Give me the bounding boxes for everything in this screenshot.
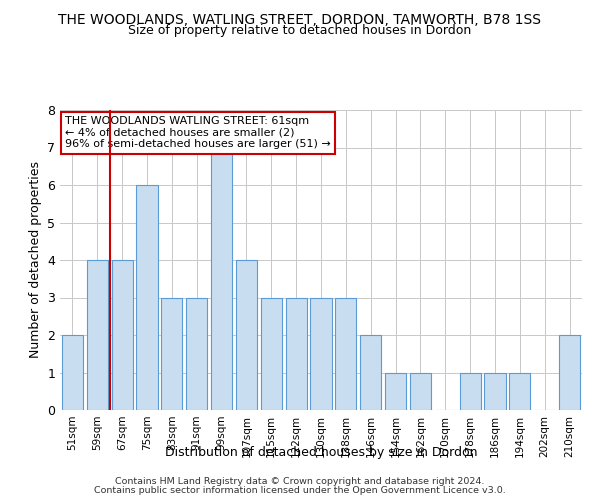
Bar (484, 372, 506, 410)
Bar (460, 372, 481, 410)
Bar (62, 335, 83, 410)
Text: Size of property relative to detached houses in Dordon: Size of property relative to detached ho… (128, 24, 472, 37)
Bar (559, 335, 580, 410)
Bar (360, 335, 381, 410)
Bar (236, 260, 257, 410)
Text: Distribution of detached houses by size in Dordon: Distribution of detached houses by size … (165, 446, 477, 459)
Bar (385, 372, 406, 410)
Y-axis label: Number of detached properties: Number of detached properties (29, 162, 41, 358)
Bar (286, 298, 307, 410)
Bar (161, 298, 182, 410)
Bar (335, 298, 356, 410)
Text: THE WOODLANDS WATLING STREET: 61sqm
← 4% of detached houses are smaller (2)
96% : THE WOODLANDS WATLING STREET: 61sqm ← 4%… (65, 116, 331, 149)
Bar (112, 260, 133, 410)
Bar (211, 148, 232, 410)
Bar (261, 298, 282, 410)
Text: THE WOODLANDS, WATLING STREET, DORDON, TAMWORTH, B78 1SS: THE WOODLANDS, WATLING STREET, DORDON, T… (59, 12, 542, 26)
Bar (186, 298, 207, 410)
Text: Contains HM Land Registry data © Crown copyright and database right 2024.: Contains HM Land Registry data © Crown c… (115, 477, 485, 486)
Text: Contains public sector information licensed under the Open Government Licence v3: Contains public sector information licen… (94, 486, 506, 495)
Bar (509, 372, 530, 410)
Bar (310, 298, 332, 410)
Bar (87, 260, 108, 410)
Bar (410, 372, 431, 410)
Bar (136, 185, 158, 410)
